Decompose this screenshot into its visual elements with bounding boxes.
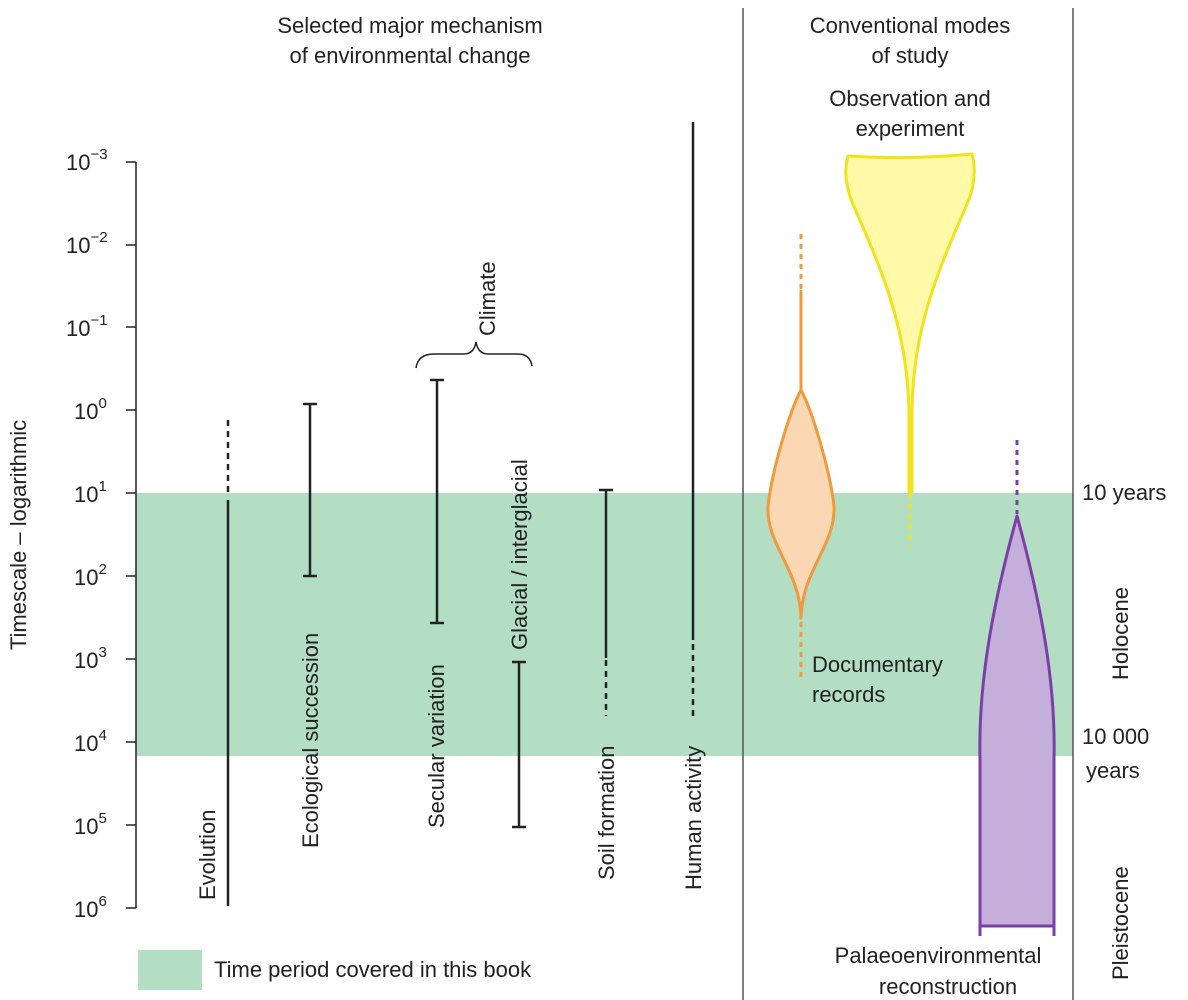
glacial-interglacial-range: [512, 660, 526, 829]
pleistocene-label: Pleistocene: [1108, 866, 1133, 980]
y-tick-label: 101: [74, 478, 107, 507]
documentary-shape: [766, 388, 836, 620]
y-tick-label: 100: [74, 395, 107, 424]
observation-label-line2: experiment: [856, 116, 965, 141]
documentary-label-line1: Documentary: [812, 652, 943, 677]
header-right-line2: of study: [871, 43, 948, 68]
y-axis-ticks: [126, 161, 136, 909]
glacial-interglacial-label: Glacial / interglacial: [507, 459, 532, 650]
palaeo-shape: [978, 514, 1056, 928]
climate-label: Climate: [475, 261, 500, 336]
palaeo-label-line1: Palaeoenvironmental: [835, 943, 1042, 968]
y-tick-label: 10−3: [66, 146, 108, 175]
legend-label: Time period covered in this book: [214, 957, 532, 982]
y-axis-label: Timescale – logarithmic: [6, 420, 31, 650]
soil-formation-label: Soil formation: [594, 745, 619, 880]
ten-thousand-years-line2: years: [1086, 758, 1140, 783]
header-right-line1: Conventional modes: [810, 13, 1011, 38]
palaeo-label-line2: reconstruction: [879, 974, 1017, 999]
header-left-line1: Selected major mechanism: [277, 13, 542, 38]
book-period-band: [136, 493, 1073, 756]
ten-thousand-years-line1: 10 000: [1082, 724, 1149, 749]
y-tick-label: 10−2: [66, 229, 108, 258]
human-activity-label: Human activity: [681, 746, 706, 890]
header-left-line2: of environmental change: [290, 43, 531, 68]
y-tick-label: 104: [74, 727, 107, 756]
y-tick-label: 102: [74, 561, 107, 590]
observation-shape: [844, 152, 976, 494]
y-axis-tick-labels: 10−3 10−2 10−1 100 101 102 103 104 105 1…: [66, 146, 108, 922]
holocene-label: Holocene: [1108, 587, 1133, 680]
climate-brace: [415, 341, 533, 369]
legend-swatch: [138, 950, 202, 990]
secular-variation-range: [430, 378, 444, 625]
ecological-succession-range: [303, 402, 317, 578]
y-tick-label: 105: [74, 810, 107, 839]
documentary-label-line2: records: [812, 682, 885, 707]
secular-variation-label: Secular variation: [424, 664, 449, 828]
y-tick-label: 106: [74, 893, 107, 922]
evolution-label: Evolution: [195, 809, 220, 900]
y-tick-label: 10−1: [66, 312, 108, 341]
y-tick-label: 103: [74, 644, 107, 673]
observation-label-line1: Observation and: [829, 86, 990, 111]
ecological-succession-label: Ecological succession: [298, 633, 323, 848]
soil-formation-range: [599, 488, 613, 716]
ten-years-label: 10 years: [1082, 480, 1166, 505]
